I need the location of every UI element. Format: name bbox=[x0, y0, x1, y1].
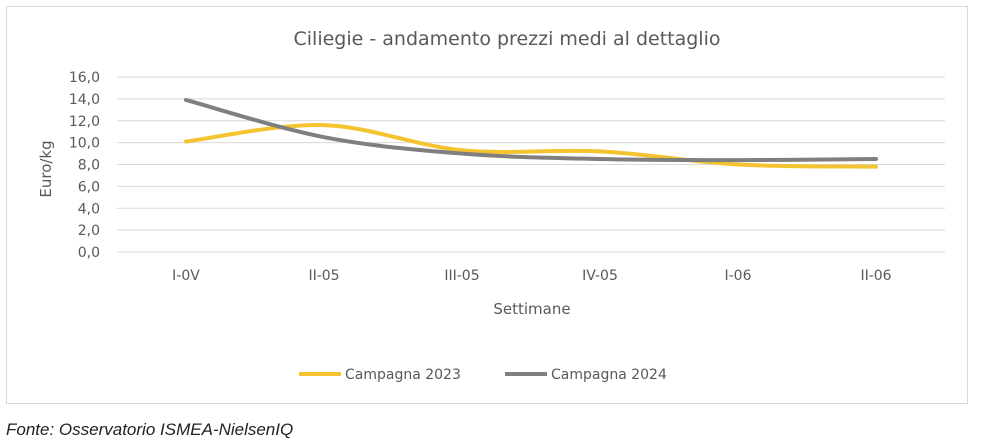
chart-title: Ciliegie - andamento prezzi medi al dett… bbox=[294, 28, 721, 50]
x-axis-ticks: I-0V II-05 III-05 IV-05 I-06 II-06 bbox=[172, 268, 891, 284]
x-axis-title: Settimane bbox=[493, 300, 570, 318]
y-tick-label: 6,0 bbox=[78, 179, 100, 195]
x-tick-label: III-05 bbox=[444, 268, 479, 284]
line-chart: Ciliegie - andamento prezzi medi al dett… bbox=[37, 28, 945, 383]
y-tick-label: 2,0 bbox=[78, 223, 100, 239]
x-tick-label: II-05 bbox=[308, 268, 339, 284]
legend: Campagna 2023 Campagna 2024 bbox=[299, 367, 667, 383]
y-axis-ticks: 0,0 2,0 4,0 6,0 8,0 10,0 12,0 14,0 16,0 bbox=[69, 70, 100, 261]
legend-label: Campagna 2023 bbox=[345, 367, 461, 383]
x-tick-label: I-0V bbox=[172, 268, 200, 284]
x-tick-label: II-06 bbox=[860, 268, 891, 284]
y-tick-label: 16,0 bbox=[69, 70, 100, 86]
y-axis-title: Euro/kg bbox=[37, 140, 55, 197]
x-tick-label: I-06 bbox=[725, 268, 752, 284]
legend-label: Campagna 2024 bbox=[551, 367, 667, 383]
x-tick-label: IV-05 bbox=[582, 268, 618, 284]
y-tick-label: 0,0 bbox=[78, 245, 100, 261]
chart-frame: Ciliegie - andamento prezzi medi al dett… bbox=[6, 6, 968, 404]
y-tick-label: 10,0 bbox=[69, 136, 100, 152]
source-note: Fonte: Osservatorio ISMEA-NielsenIQ bbox=[6, 420, 294, 439]
series-line-2 bbox=[184, 97, 878, 163]
series-line-1 bbox=[184, 123, 878, 169]
y-tick-label: 4,0 bbox=[78, 201, 100, 217]
y-tick-label: 8,0 bbox=[78, 158, 100, 174]
y-tick-label: 12,0 bbox=[69, 114, 100, 130]
series-lines bbox=[184, 97, 878, 169]
y-tick-label: 14,0 bbox=[69, 92, 100, 108]
